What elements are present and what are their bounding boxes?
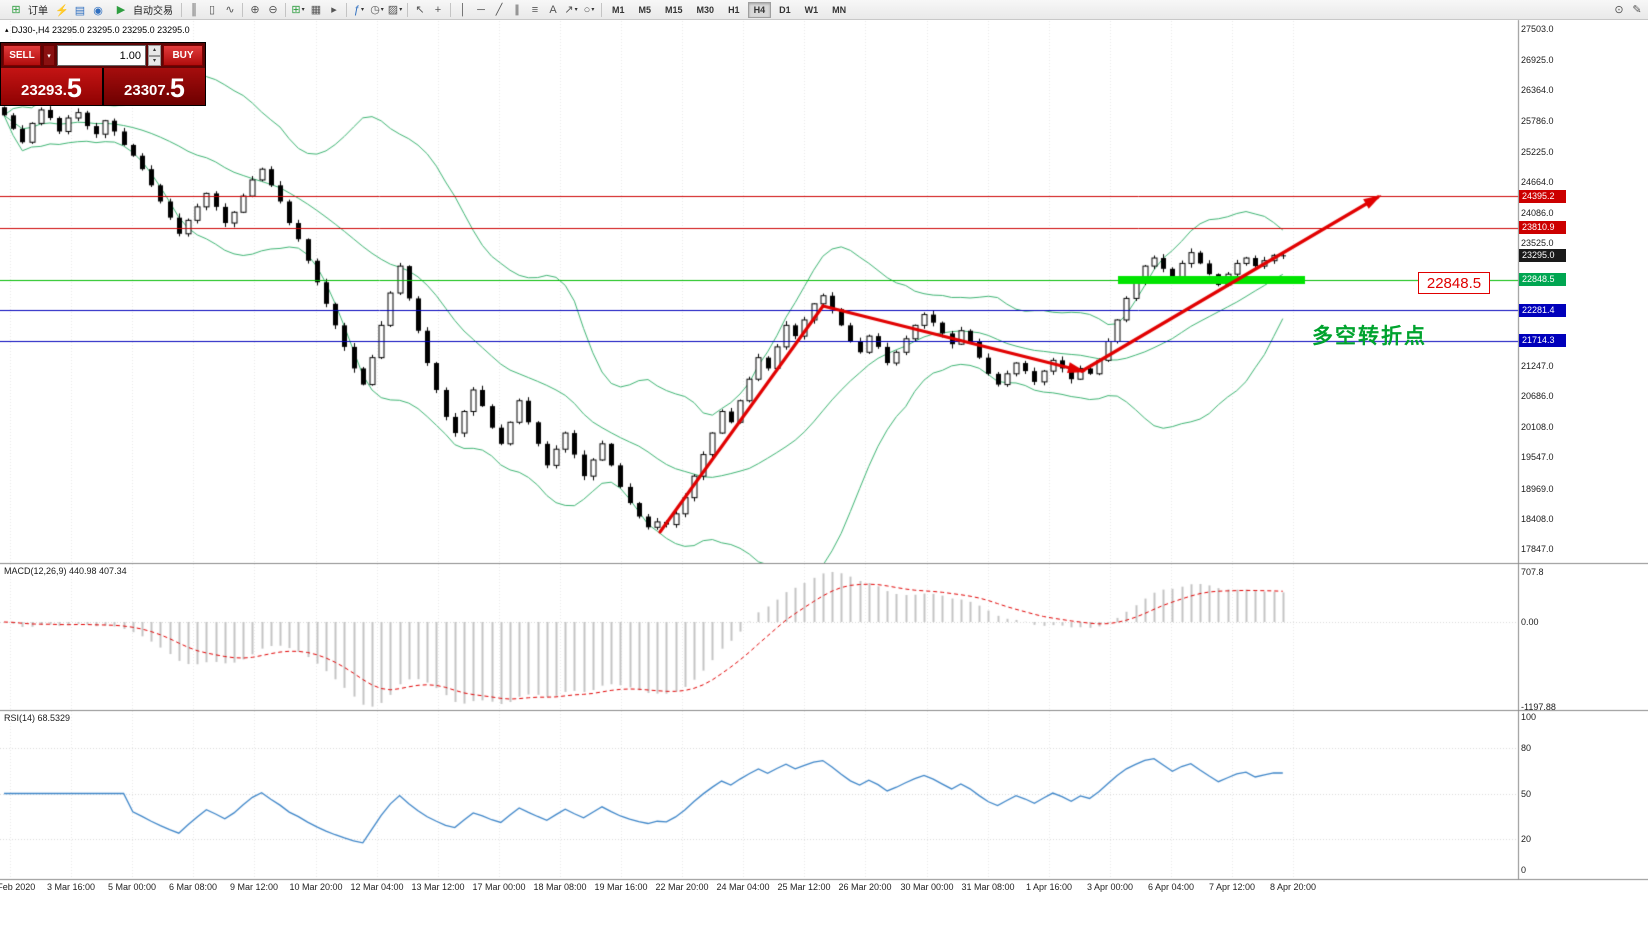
price-level-label[interactable]: 22848.5 [1418,272,1490,294]
line-mode-icon[interactable]: ∿ [225,4,235,16]
new-order-button[interactable]: ⊞ 订单 [2,2,53,18]
trendline-icon[interactable]: ╱ [495,4,503,16]
volume-stepper: ▴ ▾ [148,45,161,66]
timeframe-w1[interactable]: W1 [804,4,819,15]
bars-mode-icon[interactable]: ║ [190,3,198,16]
text-label-icon[interactable]: A [549,3,557,16]
one-click-trading-panel: SELL ▾ ▴ ▾ BUY 23293.5 23307.5 [0,42,206,106]
shapes-tool-icon[interactable]: ○ ▾ [583,3,595,16]
buy-price[interactable]: 23307. 5 [104,68,205,105]
zoom-in-icon[interactable]: ⊕ [250,4,260,16]
arrows-tool-icon[interactable]: ↗ ▾ [564,4,578,16]
indicators-icon[interactable]: ƒ ▾ [353,3,365,16]
sell-options-caret-icon[interactable]: ▾ [43,45,55,66]
new-order-icon: ⊞ [11,4,21,16]
timeframe-mn[interactable]: MN [832,4,847,15]
new-order-label: 订单 [28,6,48,17]
auto-trading-label: 自动交易 [133,6,173,17]
timeframe-h4[interactable]: H4 [747,1,772,18]
chevron-down-icon: ▾ [591,7,595,13]
chevron-down-icon: ▾ [380,7,384,13]
volume-down-icon[interactable]: ▾ [148,55,161,66]
timeframe-d1[interactable]: D1 [779,4,791,15]
toolbar-separator [346,2,347,17]
order-book-icon[interactable]: ⚡ [55,4,69,17]
timeframe-m15[interactable]: M15 [665,4,683,15]
chevron-down-icon: ▾ [399,7,403,13]
chevron-down-icon: ▾ [301,7,305,13]
toolbar-separator [181,2,182,17]
toolbar-separator [601,2,602,17]
auto-trading-icon: ▶ [116,4,126,16]
timeframe-bar: M1 M5 M15 M30 H1 H4 D1 W1 MN [605,1,853,18]
horizontal-line-icon[interactable]: ─ [477,3,485,16]
fibonacci-icon[interactable]: ≡ [531,3,539,16]
volume-up-icon[interactable]: ▴ [148,45,161,56]
timeframe-m30[interactable]: M30 [696,4,715,15]
buy-button[interactable]: BUY [163,45,203,66]
templates-icon[interactable]: ▨ ▾ [387,4,403,16]
timeframe-m5[interactable]: M5 [638,4,652,15]
periods-icon[interactable]: ◷ ▾ [370,4,384,16]
chevron-down-icon: ▾ [574,7,578,13]
crosshair-icon[interactable]: + [434,3,442,16]
market-depth-icon[interactable]: ▤ [74,4,86,17]
toolbar-right-group: ⊙ ✎ [1610,2,1646,18]
zoom-out-icon[interactable]: ⊖ [268,4,278,16]
news-icon[interactable]: ◉ [93,4,103,17]
toolbar: ⊞ 订单 ⚡ ▤ ◉ ▶ 自动交易 ║ ▯ ∿ ⊕ ⊖ ⊞ ▾ ▦ ▸ ƒ ▾ ◷ ▾ ▨ ▾ ↖ + │ ─ ╱ ∥ ≡ A ↗… [0,0,1648,20]
sell-button[interactable]: SELL [3,45,41,66]
cursor-icon[interactable]: ↖ [415,4,425,16]
new-chart-icon[interactable]: ⊞ ▾ [291,4,305,16]
pencil-icon[interactable]: ✎ [1632,4,1642,16]
candles-mode-icon[interactable]: ▯ [208,4,216,16]
timeframe-h1[interactable]: H1 [728,4,740,15]
channel-icon[interactable]: ∥ [514,4,520,16]
search-icon[interactable]: ⊙ [1614,4,1624,16]
toolbar-separator [242,2,243,17]
toolbar-separator [407,2,408,17]
tile-windows-icon[interactable]: ▦ [310,4,322,16]
chevron-down-icon: ▾ [361,7,365,13]
vertical-line-icon[interactable]: │ [459,3,467,16]
sell-price[interactable]: 23293. 5 [1,68,104,105]
toolbar-separator [285,2,286,17]
timeframe-m1[interactable]: M1 [612,4,625,15]
volume-input[interactable] [57,45,146,66]
toolbar-separator [450,2,451,17]
auto-trading-button[interactable]: ▶ 自动交易 [107,2,178,18]
chart-shift-icon[interactable]: ▸ [331,4,337,16]
